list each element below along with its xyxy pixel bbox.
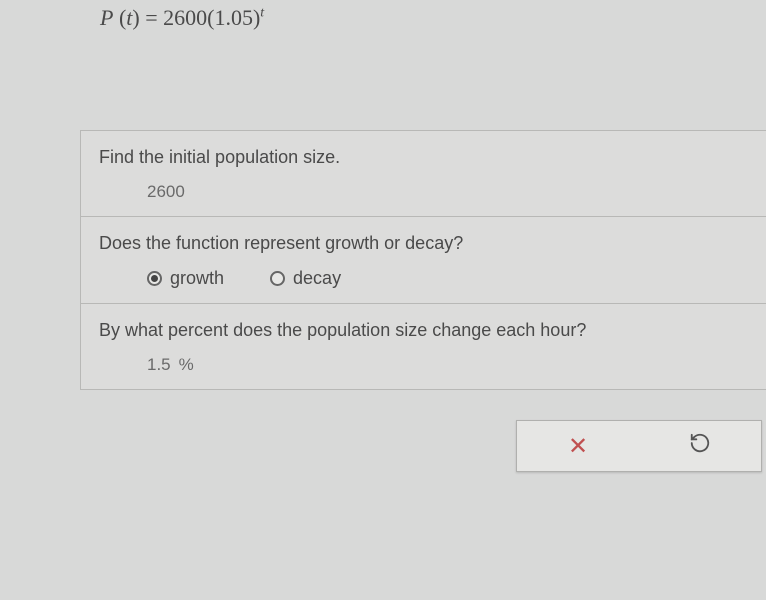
reset-icon [689, 432, 711, 460]
radio-selected-icon [147, 271, 162, 286]
q2-radio-group: growth decay [147, 268, 748, 289]
radio-unselected-icon [270, 271, 285, 286]
formula-display: P (t) = 2600(1.05)t [100, 5, 264, 31]
radio-decay-label: decay [293, 268, 341, 289]
q3-answer-unit: % [179, 355, 194, 375]
question-row-1: Find the initial population size. 2600 [81, 131, 766, 217]
q3-prompt: By what percent does the population size… [99, 320, 748, 341]
q1-answer[interactable]: 2600 [147, 182, 748, 202]
radio-growth-label: growth [170, 268, 224, 289]
radio-option-decay[interactable]: decay [270, 268, 341, 289]
question-row-2: Does the function represent growth or de… [81, 217, 766, 304]
question-table: Find the initial population size. 2600 D… [80, 130, 766, 390]
q3-answer-container: 1.5 % [147, 355, 748, 375]
reset-button[interactable] [639, 421, 761, 471]
action-bar: ✕ [516, 420, 762, 472]
q3-answer-value[interactable]: 1.5 [147, 355, 171, 375]
radio-option-growth[interactable]: growth [147, 268, 224, 289]
close-button[interactable]: ✕ [517, 421, 639, 471]
q1-prompt: Find the initial population size. [99, 147, 748, 168]
x-icon: ✕ [568, 432, 588, 461]
q2-prompt: Does the function represent growth or de… [99, 233, 748, 254]
question-row-3: By what percent does the population size… [81, 304, 766, 389]
